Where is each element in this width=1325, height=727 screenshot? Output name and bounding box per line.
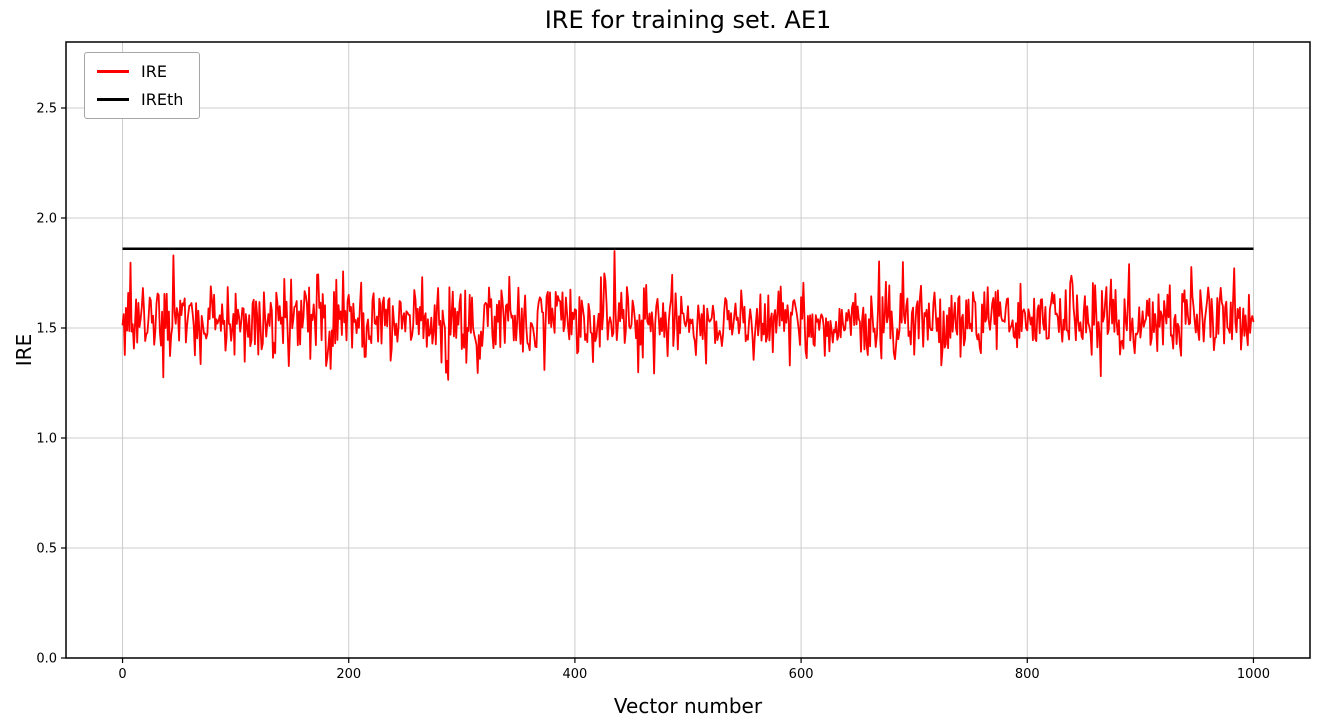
x-tick-label: 200 [336,667,361,682]
y-tick-label: 1.5 [36,322,57,337]
x-axis-label: Vector number [613,694,763,718]
x-tick-label: 600 [789,667,814,682]
gridlines [66,42,1310,659]
ire-line [121,250,1255,381]
x-tick-label: 400 [562,667,587,682]
ireth-line-swatch [97,98,129,101]
y-tick-label: 0.5 [36,542,57,557]
x-tick-label: 800 [1015,667,1040,682]
axis-ticks: 0 200 400 600 800 1000 0.0 0.5 1.0 1.5 2.0 2.5 [36,102,1270,683]
legend: IRE IREth [84,52,201,119]
chart-title: IRE for training set. AE1 [544,6,832,34]
ire-line-swatch [97,70,129,73]
axes-frame [65,41,1311,659]
y-tick-label: 0.0 [36,652,57,667]
legend-entry-ire: IRE [97,62,183,81]
legend-label-ireth: IREth [141,90,184,109]
legend-entry-ireth: IREth [97,90,183,109]
x-tick-label: 1000 [1237,667,1270,682]
legend-label-ire: IRE [141,62,167,81]
y-tick-label: 2.5 [36,102,57,117]
y-tick-label: 1.0 [36,432,57,447]
y-tick-label: 2.0 [36,212,57,227]
x-tick-label: 0 [118,667,126,682]
